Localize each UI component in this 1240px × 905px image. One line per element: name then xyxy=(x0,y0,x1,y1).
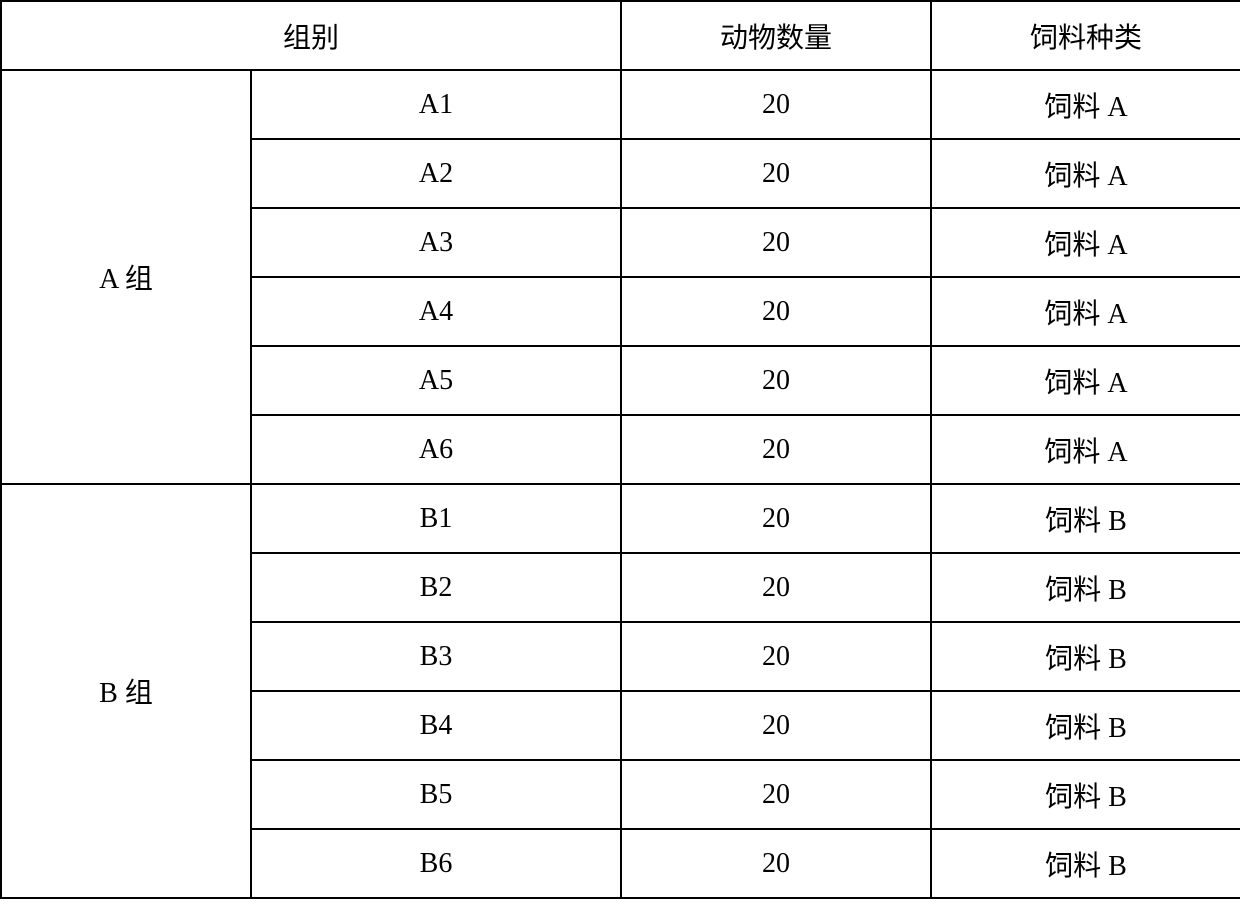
count-cell: 20 xyxy=(621,829,931,898)
count-cell: 20 xyxy=(621,622,931,691)
experiment-table: 组别 动物数量 饲料种类 A 组 A1 20 饲料 A A2 20 饲料 A A… xyxy=(0,0,1240,899)
subgroup-cell: B5 xyxy=(251,760,621,829)
experiment-table-container: 组别 动物数量 饲料种类 A 组 A1 20 饲料 A A2 20 饲料 A A… xyxy=(0,0,1240,899)
subgroup-cell: B6 xyxy=(251,829,621,898)
count-cell: 20 xyxy=(621,484,931,553)
feed-cell: 饲料 A xyxy=(931,277,1240,346)
group-b-label: B 组 xyxy=(1,484,251,898)
feed-cell: 饲料 B xyxy=(931,484,1240,553)
feed-cell: 饲料 A xyxy=(931,139,1240,208)
feed-cell: 饲料 B xyxy=(931,691,1240,760)
feed-cell: 饲料 A xyxy=(931,346,1240,415)
subgroup-cell: B2 xyxy=(251,553,621,622)
subgroup-cell: A1 xyxy=(251,70,621,139)
subgroup-cell: A3 xyxy=(251,208,621,277)
table-row: A 组 A1 20 饲料 A xyxy=(1,70,1240,139)
feed-cell: 饲料 B xyxy=(931,829,1240,898)
count-cell: 20 xyxy=(621,346,931,415)
header-group: 组别 xyxy=(1,1,621,70)
feed-cell: 饲料 B xyxy=(931,760,1240,829)
count-cell: 20 xyxy=(621,760,931,829)
count-cell: 20 xyxy=(621,139,931,208)
subgroup-cell: B4 xyxy=(251,691,621,760)
subgroup-cell: B1 xyxy=(251,484,621,553)
count-cell: 20 xyxy=(621,70,931,139)
feed-cell: 饲料 B xyxy=(931,553,1240,622)
feed-cell: 饲料 A xyxy=(931,208,1240,277)
table-row: B 组 B1 20 饲料 B xyxy=(1,484,1240,553)
header-animal-count: 动物数量 xyxy=(621,1,931,70)
header-feed-type: 饲料种类 xyxy=(931,1,1240,70)
table-header-row: 组别 动物数量 饲料种类 xyxy=(1,1,1240,70)
count-cell: 20 xyxy=(621,277,931,346)
count-cell: 20 xyxy=(621,208,931,277)
feed-cell: 饲料 A xyxy=(931,415,1240,484)
subgroup-cell: B3 xyxy=(251,622,621,691)
feed-cell: 饲料 A xyxy=(931,70,1240,139)
subgroup-cell: A5 xyxy=(251,346,621,415)
subgroup-cell: A2 xyxy=(251,139,621,208)
table-body: A 组 A1 20 饲料 A A2 20 饲料 A A3 20 饲料 A A4 … xyxy=(1,70,1240,898)
subgroup-cell: A6 xyxy=(251,415,621,484)
count-cell: 20 xyxy=(621,691,931,760)
count-cell: 20 xyxy=(621,553,931,622)
count-cell: 20 xyxy=(621,415,931,484)
feed-cell: 饲料 B xyxy=(931,622,1240,691)
subgroup-cell: A4 xyxy=(251,277,621,346)
group-a-label: A 组 xyxy=(1,70,251,484)
